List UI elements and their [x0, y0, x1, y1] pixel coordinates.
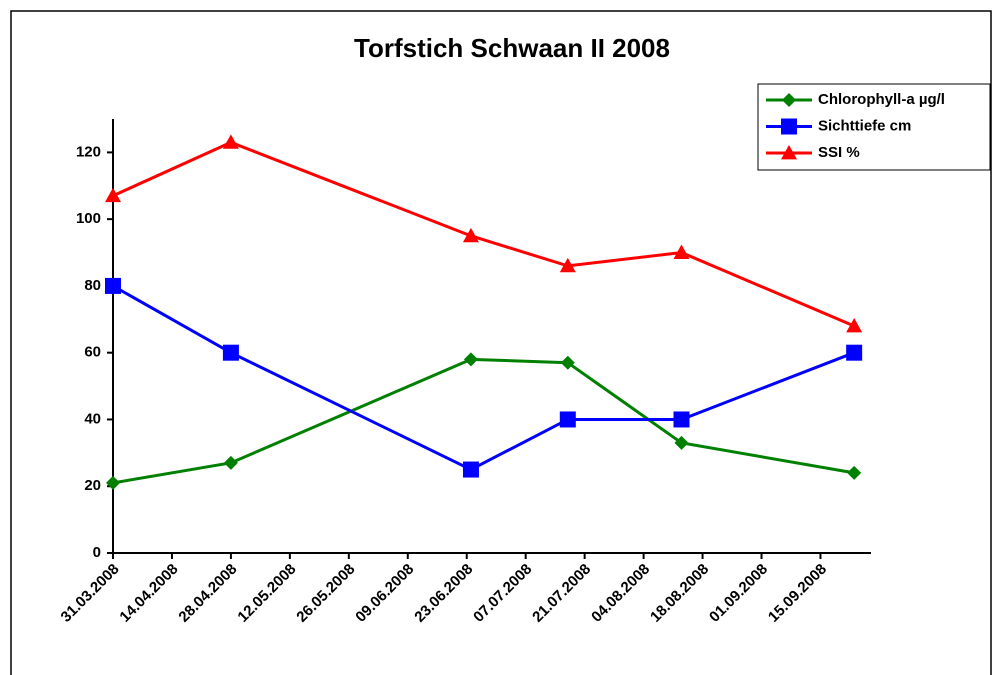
marker	[560, 355, 575, 370]
marker	[846, 344, 863, 361]
marker	[782, 93, 796, 107]
y-tick-label: 120	[76, 143, 101, 160]
marker	[781, 118, 797, 135]
y-tick-label: 60	[84, 344, 101, 361]
legend-label: Sichttiefe cm	[818, 117, 911, 134]
marker	[222, 134, 239, 149]
marker	[674, 435, 689, 450]
marker	[105, 187, 121, 203]
marker	[222, 344, 239, 361]
marker	[846, 317, 863, 333]
legend-label: Chlorophyll-a µg/l	[818, 91, 945, 108]
y-tick-label: 20	[84, 477, 101, 494]
series-line	[112, 140, 855, 328]
series-line	[112, 357, 855, 485]
y-tick-label: 0	[93, 544, 101, 561]
marker	[462, 227, 479, 243]
y-tick-label: 80	[84, 277, 101, 294]
marker	[105, 277, 121, 294]
marker	[673, 411, 690, 428]
marker	[559, 411, 576, 428]
marker	[781, 145, 797, 160]
marker	[223, 455, 238, 470]
y-tick-label: 100	[76, 210, 101, 227]
chart-title: Torfstich Schwaan II 2008	[354, 33, 670, 63]
marker	[673, 244, 690, 259]
marker	[463, 352, 478, 367]
marker	[462, 461, 479, 478]
series-line	[112, 284, 855, 472]
marker	[847, 465, 862, 480]
marker	[106, 475, 120, 490]
legend-label: SSI %	[818, 144, 860, 161]
y-tick-label: 40	[84, 410, 101, 427]
marker	[559, 257, 576, 273]
